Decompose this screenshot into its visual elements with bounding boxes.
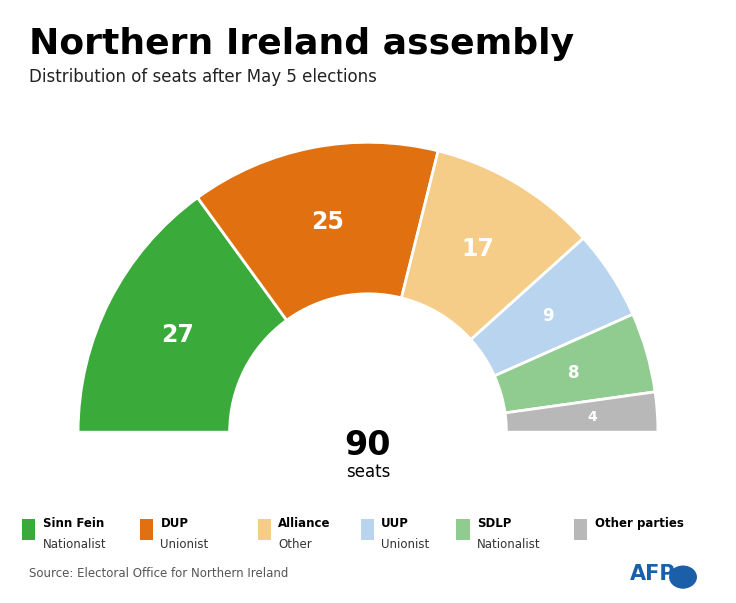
Wedge shape	[505, 392, 658, 432]
Bar	[574, 519, 587, 540]
Wedge shape	[197, 142, 438, 320]
Wedge shape	[471, 238, 633, 376]
Text: UUP: UUP	[381, 517, 409, 531]
Text: Distribution of seats after May 5 elections: Distribution of seats after May 5 electi…	[29, 68, 378, 86]
Text: 27: 27	[160, 323, 194, 347]
Wedge shape	[78, 198, 286, 432]
Text: 4: 4	[587, 409, 597, 423]
Bar	[258, 519, 271, 540]
Text: DUP: DUP	[160, 517, 188, 531]
Wedge shape	[495, 314, 655, 413]
Text: seats: seats	[346, 463, 390, 481]
Text: Other: Other	[278, 538, 312, 551]
Text: Northern Ireland assembly: Northern Ireland assembly	[29, 27, 574, 61]
Text: 9: 9	[542, 306, 553, 324]
Text: 17: 17	[462, 236, 495, 260]
Text: 90: 90	[344, 429, 392, 462]
Text: 25: 25	[311, 210, 344, 234]
Bar	[140, 519, 153, 540]
Bar	[361, 519, 374, 540]
Text: Unionist: Unionist	[160, 538, 209, 551]
Wedge shape	[401, 151, 584, 339]
Text: ●: ●	[671, 563, 695, 591]
Text: Nationalist: Nationalist	[43, 538, 106, 551]
Text: SDLP: SDLP	[477, 517, 512, 531]
Bar	[22, 519, 35, 540]
Text: 8: 8	[568, 364, 579, 382]
Text: AFP: AFP	[630, 564, 676, 584]
Text: Other parties: Other parties	[595, 517, 684, 531]
Bar	[456, 519, 470, 540]
Text: Source: Electoral Office for Northern Ireland: Source: Electoral Office for Northern Ir…	[29, 567, 289, 580]
Text: Alliance: Alliance	[278, 517, 330, 531]
Text: Nationalist: Nationalist	[477, 538, 540, 551]
Text: Unionist: Unionist	[381, 538, 430, 551]
Text: Sinn Fein: Sinn Fein	[43, 517, 104, 531]
